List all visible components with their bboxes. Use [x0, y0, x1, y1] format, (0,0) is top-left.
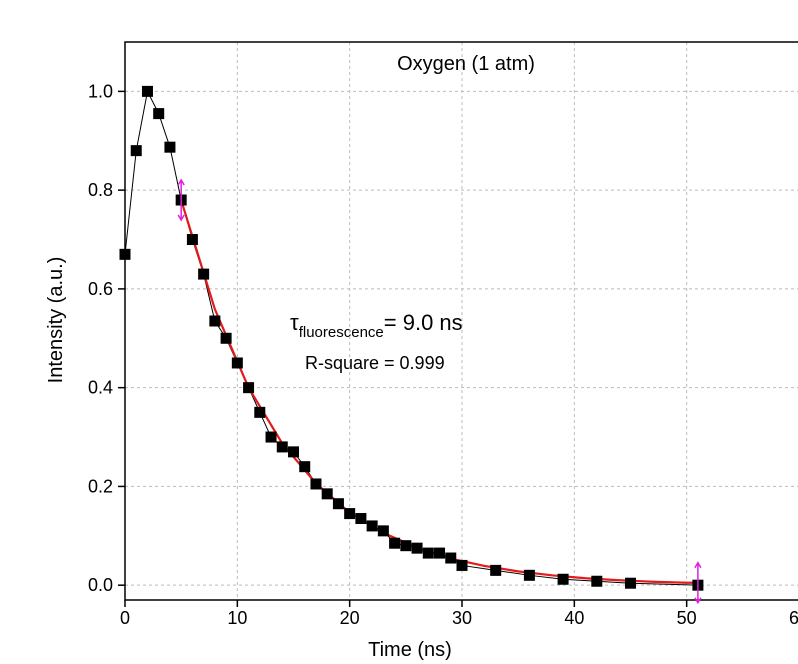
data-point — [220, 332, 232, 344]
x-tick-label: 0 — [120, 608, 130, 628]
data-point — [276, 441, 288, 453]
data-point — [310, 478, 322, 490]
data-point — [231, 357, 243, 369]
y-axis-label: Intensity (a.u.) — [45, 257, 67, 384]
x-tick-label: 40 — [564, 608, 584, 628]
x-tick-label: 50 — [677, 608, 697, 628]
data-point — [198, 268, 210, 280]
data-point — [254, 406, 266, 418]
data-point — [344, 508, 356, 520]
x-tick-label: 60 — [789, 608, 798, 628]
y-tick-label: 0.8 — [88, 180, 113, 200]
plot-frame — [124, 41, 798, 601]
data-point — [456, 559, 468, 571]
data-point — [557, 573, 569, 585]
tau-value: = 9.0 ns — [384, 310, 463, 335]
data-point — [355, 513, 367, 525]
data-point — [299, 461, 311, 473]
y-tick-label: 0.4 — [88, 378, 113, 398]
tau-annotation: τfluorescence= 9.0 ns — [290, 310, 463, 341]
data-point — [243, 382, 255, 394]
data-point — [490, 564, 502, 576]
x-axis-label: Time (ns) — [368, 639, 452, 661]
data-point — [445, 552, 457, 564]
x-tick-label: 20 — [340, 608, 360, 628]
data-line — [124, 89, 698, 586]
r-square: R-square = 0.999 — [305, 353, 445, 373]
data-point — [411, 542, 423, 554]
x-tick-label: 30 — [452, 608, 472, 628]
data-point — [288, 446, 299, 458]
data-point — [321, 488, 333, 500]
data-point — [625, 577, 636, 589]
data-point — [130, 145, 142, 157]
x-tick-label: 10 — [227, 608, 247, 628]
data-point — [591, 575, 603, 587]
chart-title: Oxygen (1 atm) — [397, 53, 535, 75]
data-point — [332, 498, 344, 510]
data-point — [186, 234, 198, 246]
fit-range-marker — [177, 178, 185, 222]
tau-symbol: τ — [290, 310, 299, 335]
y-tick-label: 0.0 — [88, 575, 113, 595]
fit-range-marker — [694, 561, 702, 605]
data-point — [153, 108, 165, 120]
y-tick-label: 0.6 — [88, 279, 113, 299]
data-point — [209, 315, 221, 327]
y-tick-label: 0.2 — [88, 476, 113, 496]
data-point — [119, 248, 131, 260]
fit-curve — [180, 199, 698, 584]
data-point — [141, 85, 153, 97]
y-tick-label: 1.0 — [88, 81, 113, 101]
data-point — [265, 431, 277, 443]
data-point — [389, 537, 401, 549]
tau-subscript: fluorescence — [299, 324, 384, 341]
data-point — [164, 141, 176, 153]
data-point — [400, 540, 412, 552]
data-point — [366, 520, 378, 532]
data-point — [422, 547, 434, 559]
data-point — [434, 547, 446, 559]
data-point — [523, 569, 535, 581]
data-point — [377, 525, 389, 537]
